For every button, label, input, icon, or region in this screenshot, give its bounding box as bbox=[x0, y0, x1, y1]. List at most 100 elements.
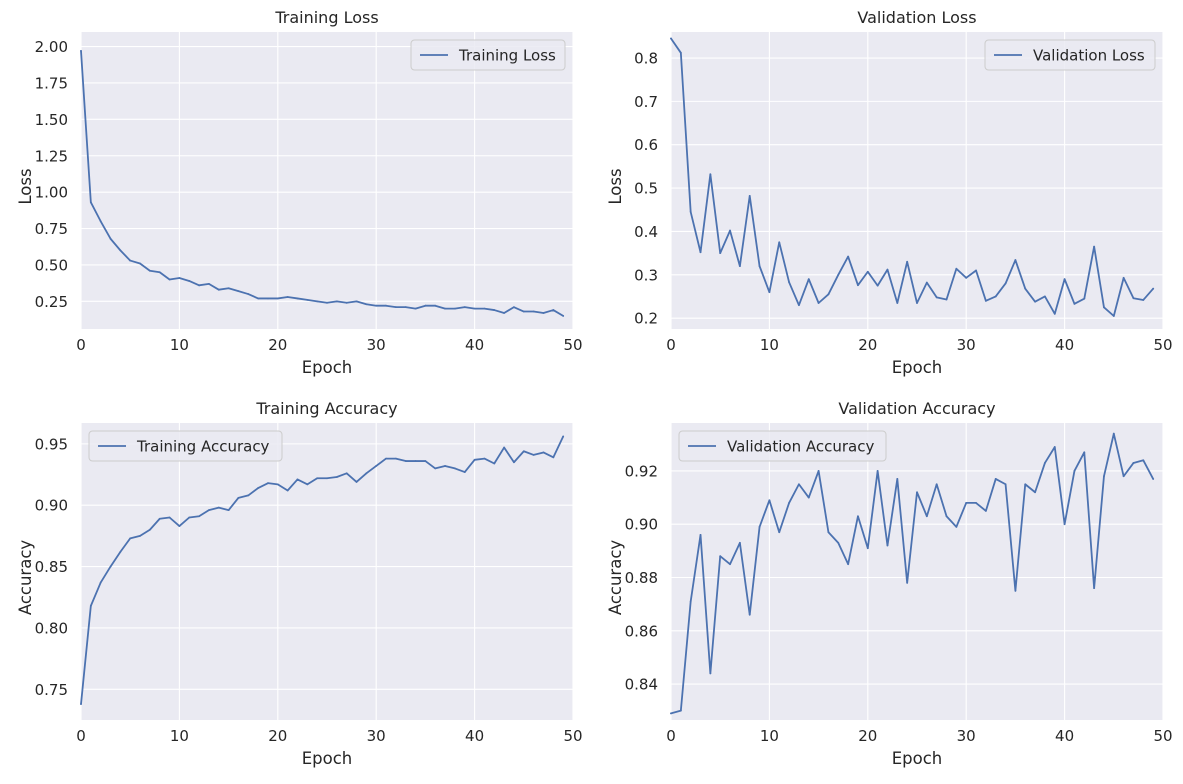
validation-loss-data-point bbox=[955, 267, 958, 270]
training-accuracy-data-point bbox=[139, 535, 141, 537]
training-accuracy-data-point bbox=[513, 461, 515, 464]
validation-loss-data-point bbox=[925, 281, 928, 284]
validation-accuracy-legend-box bbox=[678, 430, 887, 462]
validation-accuracy-ytick-label: 0.90 bbox=[625, 516, 658, 534]
training-loss-ytick-label: 1.00 bbox=[35, 184, 68, 202]
validation-loss-data-point bbox=[719, 252, 722, 255]
training-accuracy-data-point bbox=[168, 516, 171, 519]
training-accuracy-xtick-label: 10 bbox=[170, 727, 189, 745]
training-loss-data-point bbox=[257, 297, 260, 300]
training-loss-data-point bbox=[493, 309, 496, 311]
training-accuracy-ytick-label: 0.85 bbox=[35, 558, 68, 576]
validation-loss-data-point bbox=[935, 296, 938, 299]
training-loss-data-point bbox=[89, 201, 92, 204]
training-loss-data-point bbox=[503, 312, 506, 314]
validation-accuracy-legend: Validation Accuracy bbox=[678, 430, 887, 462]
validation-accuracy-ytick-label: 0.84 bbox=[625, 676, 658, 694]
training-loss-data-point bbox=[227, 287, 230, 290]
training-loss-legend-label: Training Loss bbox=[458, 47, 556, 65]
validation-loss-data-point bbox=[827, 293, 830, 296]
validation-loss-data-point bbox=[1152, 287, 1155, 290]
validation-loss-data-point bbox=[1063, 278, 1066, 281]
training-accuracy-data-point bbox=[355, 481, 358, 483]
validation-accuracy-data-point bbox=[807, 496, 810, 499]
validation-loss-data-point bbox=[945, 298, 948, 301]
validation-loss-ylabel: Loss bbox=[606, 168, 625, 204]
training-loss-ytick-label: 0.50 bbox=[35, 256, 68, 274]
validation-accuracy-data-point bbox=[1014, 589, 1017, 592]
training-accuracy-data-point bbox=[414, 460, 417, 462]
validation-loss-xtick-label: 40 bbox=[1055, 336, 1074, 354]
validation-accuracy-xtick-label: 30 bbox=[957, 727, 976, 745]
validation-accuracy-data-point bbox=[955, 525, 958, 528]
validation-accuracy-data-point bbox=[768, 499, 771, 502]
training-loss-data-point bbox=[444, 307, 446, 310]
validation-loss-ytick-label: 0.2 bbox=[634, 310, 658, 328]
validation-loss-xtick-label: 10 bbox=[760, 336, 779, 354]
validation-accuracy-data-point bbox=[817, 470, 820, 472]
training-accuracy-data-point bbox=[552, 456, 555, 459]
validation-loss-data-point bbox=[1004, 282, 1007, 285]
training-accuracy-data-point bbox=[365, 472, 368, 475]
validation-loss-data-point bbox=[670, 37, 672, 40]
training-accuracy-data-point bbox=[188, 516, 191, 519]
training-loss-data-point bbox=[404, 306, 407, 309]
validation-loss-data-point bbox=[1132, 297, 1135, 300]
training-accuracy-xlabel: Epoch bbox=[302, 749, 353, 768]
training-accuracy-plot-area bbox=[81, 423, 573, 720]
validation-accuracy-data-point bbox=[1024, 483, 1027, 486]
validation-loss-ytick-label: 0.5 bbox=[634, 180, 658, 198]
training-loss-xtick-label: 40 bbox=[465, 336, 484, 354]
training-loss-ytick-label: 2.00 bbox=[35, 38, 68, 56]
validation-accuracy-data-point bbox=[916, 491, 918, 494]
training-loss-xtick-label: 10 bbox=[170, 336, 189, 354]
validation-accuracy-data-points bbox=[670, 432, 1155, 715]
validation-loss-ytick-label: 0.8 bbox=[634, 50, 658, 68]
training-loss-plot-area bbox=[81, 32, 573, 329]
training-loss-legend-box bbox=[410, 39, 566, 71]
validation-loss-data-points bbox=[670, 37, 1155, 317]
validation-accuracy-data-point bbox=[1103, 475, 1105, 478]
validation-accuracy-plot-area bbox=[671, 423, 1163, 720]
validation-accuracy-series-line bbox=[670, 432, 1155, 715]
validation-loss-data-point bbox=[758, 265, 761, 268]
validation-accuracy-xtick-label: 20 bbox=[858, 727, 877, 745]
training-loss-data-point bbox=[316, 300, 319, 303]
training-loss-data-point bbox=[394, 306, 397, 309]
training-accuracy-data-point bbox=[276, 483, 279, 486]
training-accuracy-data-point bbox=[335, 476, 338, 478]
validation-accuracy-xlabel: Epoch bbox=[892, 749, 943, 768]
validation-accuracy-data-point bbox=[1142, 459, 1145, 462]
validation-accuracy-data-point bbox=[1053, 446, 1056, 448]
validation-loss-xtick-label: 50 bbox=[1153, 336, 1172, 354]
training-accuracy-data-point bbox=[493, 462, 496, 465]
training-loss-data-point bbox=[306, 298, 309, 301]
training-accuracy-data-point bbox=[109, 565, 112, 568]
training-accuracy-data-point bbox=[345, 472, 348, 475]
training-accuracy-data-point bbox=[434, 467, 437, 470]
training-accuracy-data-point bbox=[522, 450, 525, 453]
training-loss-legend: Training Loss bbox=[410, 39, 566, 71]
training-accuracy-data-point bbox=[444, 465, 446, 467]
training-accuracy-xtick-label: 30 bbox=[367, 727, 386, 745]
validation-loss-data-point bbox=[798, 304, 800, 307]
training-loss-data-point bbox=[267, 297, 269, 300]
validation-accuracy-chart: 0 10 20 30 40 50 0.84 0.86 0.88 0.90 0.92 Validatio… bbox=[606, 399, 1173, 768]
validation-accuracy-data-point bbox=[699, 533, 702, 536]
training-accuracy-data-point bbox=[257, 487, 260, 489]
validation-loss-data-point bbox=[788, 281, 790, 284]
training-loss-data-point bbox=[414, 307, 417, 310]
training-accuracy-legend-label: Training Accuracy bbox=[136, 438, 270, 456]
validation-loss-data-point bbox=[857, 284, 859, 287]
training-loss-data-point bbox=[424, 304, 427, 307]
validation-accuracy-data-point bbox=[1132, 462, 1135, 464]
validation-loss-data-point bbox=[994, 295, 997, 298]
training-accuracy-data-point bbox=[375, 465, 378, 467]
training-accuracy-data-point bbox=[316, 477, 319, 480]
validation-loss-data-point bbox=[699, 251, 702, 254]
training-loss-data-point bbox=[168, 278, 171, 281]
training-loss-xtick-label: 50 bbox=[563, 336, 582, 354]
training-loss-data-point bbox=[513, 306, 515, 309]
validation-accuracy-data-point bbox=[896, 478, 899, 480]
validation-accuracy-data-point bbox=[1122, 475, 1125, 478]
